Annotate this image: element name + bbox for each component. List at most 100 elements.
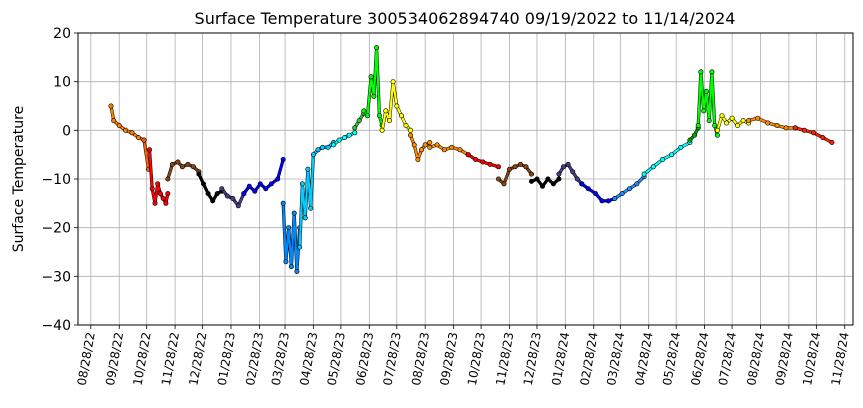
data-point bbox=[422, 142, 428, 148]
data-point bbox=[801, 127, 807, 133]
data-point bbox=[407, 132, 413, 138]
data-point bbox=[740, 118, 746, 124]
x-tick-label: 11/28/23 bbox=[493, 331, 516, 387]
data-point bbox=[331, 142, 337, 148]
data-point bbox=[709, 69, 715, 75]
series-line bbox=[298, 141, 335, 248]
y-tick-label: −10 bbox=[41, 172, 71, 188]
data-point bbox=[185, 161, 191, 167]
chart-title: Surface Temperature 300534062894740 09/1… bbox=[195, 9, 736, 28]
data-point bbox=[297, 244, 303, 250]
data-point bbox=[361, 108, 367, 114]
data-point bbox=[214, 191, 220, 197]
data-point bbox=[411, 142, 417, 148]
data-point bbox=[427, 144, 433, 150]
data-point bbox=[556, 171, 562, 177]
series-group bbox=[108, 45, 835, 274]
data-point bbox=[719, 113, 725, 119]
data-point bbox=[305, 166, 311, 172]
data-point bbox=[241, 191, 247, 197]
data-point bbox=[774, 123, 780, 129]
data-point bbox=[157, 191, 163, 197]
data-point bbox=[714, 132, 720, 138]
data-point bbox=[619, 191, 625, 197]
data-point bbox=[574, 176, 580, 182]
y-tick-label: −20 bbox=[41, 221, 71, 237]
x-tick-label: 12/28/23 bbox=[521, 331, 544, 387]
data-point bbox=[465, 152, 471, 158]
data-point bbox=[368, 74, 374, 80]
x-tick-label: 02/28/23 bbox=[243, 331, 266, 387]
data-point bbox=[246, 183, 252, 189]
data-point bbox=[501, 181, 507, 187]
data-point bbox=[449, 144, 455, 150]
data-point bbox=[612, 196, 618, 202]
data-point bbox=[441, 147, 447, 153]
x-tick-label: 03/28/23 bbox=[269, 331, 292, 387]
data-point bbox=[108, 103, 114, 109]
data-point bbox=[175, 159, 181, 165]
data-point bbox=[283, 259, 289, 265]
x-tick-label: 12/28/22 bbox=[186, 331, 209, 387]
data-point bbox=[434, 142, 440, 148]
data-point bbox=[320, 144, 326, 150]
series-outline bbox=[298, 141, 335, 248]
data-point bbox=[418, 147, 424, 153]
series-line bbox=[142, 139, 150, 170]
data-point bbox=[724, 120, 730, 126]
data-point bbox=[556, 176, 562, 182]
data-point bbox=[487, 161, 493, 167]
data-point bbox=[539, 183, 545, 189]
data-point bbox=[386, 118, 392, 124]
data-point bbox=[196, 171, 202, 177]
data-point bbox=[288, 264, 294, 270]
x-tick-label: 10/28/22 bbox=[131, 331, 154, 387]
data-point bbox=[165, 191, 171, 197]
data-point bbox=[163, 200, 169, 206]
data-point bbox=[415, 157, 421, 163]
x-tick-label: 09/28/22 bbox=[103, 331, 126, 387]
data-point bbox=[605, 198, 611, 204]
data-point bbox=[398, 113, 404, 119]
data-point bbox=[659, 157, 665, 163]
data-point bbox=[342, 135, 348, 141]
data-point bbox=[599, 198, 605, 204]
data-point bbox=[299, 181, 305, 187]
data-point bbox=[687, 137, 693, 143]
data-point bbox=[691, 132, 697, 138]
data-point bbox=[160, 196, 166, 202]
series-line bbox=[109, 105, 145, 142]
data-point bbox=[152, 200, 158, 206]
data-point bbox=[512, 164, 518, 170]
data-point bbox=[230, 196, 236, 202]
data-point bbox=[352, 130, 358, 136]
data-point bbox=[517, 161, 523, 167]
data-point bbox=[123, 127, 129, 133]
data-point bbox=[371, 93, 377, 99]
data-point bbox=[560, 164, 566, 170]
data-point bbox=[291, 210, 297, 216]
data-point bbox=[352, 125, 358, 131]
data-point bbox=[205, 191, 211, 197]
data-point bbox=[712, 123, 718, 129]
x-tick-label: 05/28/24 bbox=[660, 331, 683, 387]
series-line bbox=[697, 70, 719, 136]
data-point bbox=[379, 127, 385, 133]
y-tick-label: −30 bbox=[41, 269, 71, 285]
data-point bbox=[703, 88, 709, 94]
data-point bbox=[746, 118, 752, 124]
data-point bbox=[302, 215, 308, 221]
data-point bbox=[585, 186, 591, 192]
data-point bbox=[294, 268, 300, 274]
data-point bbox=[811, 130, 817, 136]
data-point bbox=[390, 79, 396, 85]
x-tick-label: 08/28/22 bbox=[75, 331, 98, 387]
data-point bbox=[706, 118, 712, 124]
data-point bbox=[268, 181, 274, 187]
x-tick-label: 11/28/22 bbox=[159, 331, 182, 387]
data-point bbox=[149, 186, 155, 192]
data-point bbox=[190, 164, 196, 170]
data-point bbox=[308, 205, 314, 211]
data-point bbox=[427, 140, 433, 146]
